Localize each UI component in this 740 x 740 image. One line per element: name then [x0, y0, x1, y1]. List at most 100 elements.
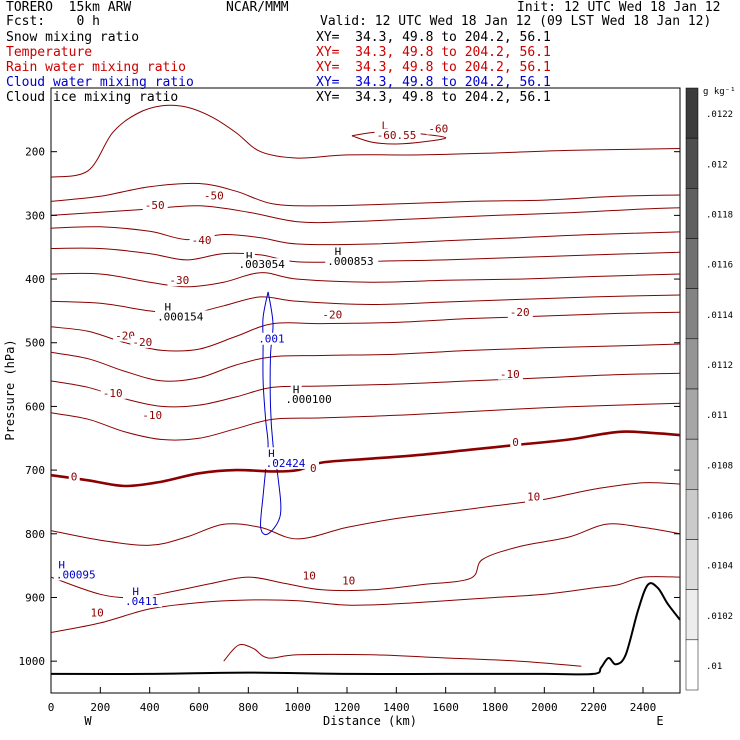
contour-label: -20 [510, 306, 530, 319]
contour-label-bg [130, 335, 156, 348]
x-tick-label: 0 [48, 701, 55, 714]
model-title: TORERO 15km ARW [6, 0, 132, 15]
contour-label: 10 [90, 607, 103, 620]
forecast-hour: Fcst: 0 h [6, 14, 100, 29]
colorbar-segment [685, 338, 699, 390]
colorbar-segment [685, 489, 699, 540]
contour-label: H [293, 384, 300, 397]
colorbar-unit-label: g kg⁻¹ [703, 87, 736, 97]
y-tick-label: 700 [25, 464, 45, 477]
x-tick-label: 1000 [284, 701, 311, 714]
contour-label-bg [374, 128, 421, 141]
colorbar-tick-label: .0114 [706, 311, 733, 321]
contour-label-bg [266, 447, 278, 460]
contour-label-bg [155, 310, 209, 323]
contour-label-bg [56, 558, 68, 571]
contour-label-bg [53, 568, 100, 581]
cloud-water-layer [260, 291, 282, 536]
contour-label-bg [243, 249, 255, 262]
temperature-contour [50, 430, 681, 488]
y-axis-label: Pressure (hPa) [3, 339, 17, 440]
field-xy-snow: XY= 34.3, 49.8 to 204.2, 56.1 [316, 30, 551, 45]
colorbar: .0122 .012 .0118 .0116 .0114 .0112 .011 .0108 .0… [685, 87, 733, 691]
field-name-cloud-ice: Cloud ice mixing ratio [6, 90, 179, 105]
colorbar-segment [685, 639, 699, 691]
contour-label-bg [525, 490, 544, 503]
organization-label: NCAR/MMM [226, 0, 289, 15]
temperature-contour [50, 104, 681, 178]
terrain-layer [50, 582, 681, 676]
contour-label: .0411 [125, 595, 158, 608]
temperature-contour [223, 644, 582, 667]
field-name-rain: Rain water mixing ratio [6, 60, 187, 75]
y-tick-label: 200 [25, 146, 45, 159]
contour-label: -30 [169, 274, 189, 287]
colorbar-segment [685, 438, 699, 490]
contour-label: 0 [512, 436, 519, 449]
contour-label-bg [140, 409, 166, 422]
contour-label-bg [340, 574, 359, 587]
contour-label: -20 [322, 309, 342, 322]
field-xy-temperature: XY= 34.3, 49.8 to 204.2, 56.1 [316, 45, 551, 60]
contour-label-bg [88, 606, 107, 619]
contour-label: H [246, 250, 253, 263]
y-tick-label: 800 [25, 528, 45, 541]
contour-label: H [164, 301, 171, 314]
y-tick-label: 400 [25, 273, 45, 286]
contour-label: -10 [500, 368, 520, 381]
temperature-contour [50, 294, 681, 315]
init-time: Init: 12 UTC Wed 18 Jan 12 [517, 0, 721, 15]
contour-label: .003054 [238, 258, 285, 271]
contour-label: 0 [71, 470, 78, 483]
field-xy-cloud-water: XY= 34.3, 49.8 to 204.2, 56.1 [316, 75, 551, 90]
x-axis-label: Distance (km) [323, 714, 417, 728]
contour-label: -60 [428, 123, 448, 136]
x-tick-label: 200 [90, 701, 110, 714]
cloud-water-contour [260, 291, 282, 536]
colorbar-tick-label: .011 [706, 411, 728, 421]
contour-label-bg [379, 119, 391, 132]
colorbar-tick-label: .0118 [706, 210, 733, 220]
valid-time: Valid: 12 UTC Wed 18 Jan 12 (09 LST Wed … [320, 14, 712, 29]
contour-label-bg [507, 305, 533, 318]
field-name-cloud-water: Cloud water mixing ratio [6, 75, 194, 90]
contour-label-bg [320, 308, 346, 321]
field-xy-cloud-ice: XY= 34.3, 49.8 to 204.2, 56.1 [316, 90, 551, 105]
y-tick-label: 1000 [19, 655, 46, 668]
contour-label: 10 [342, 575, 355, 588]
contour-label-bg [142, 199, 168, 211]
contour-label: -40 [192, 234, 212, 247]
colorbar-segment [685, 188, 699, 239]
contour-label: .001 [258, 333, 285, 346]
contour-label: -20 [115, 330, 135, 343]
field-xy-rain: XY= 34.3, 49.8 to 204.2, 56.1 [316, 60, 551, 75]
contour-label: .000100 [285, 393, 331, 406]
colorbar-tick-label: .0108 [706, 461, 733, 471]
temperature-contour [50, 226, 681, 246]
temperature-contour [50, 523, 681, 599]
contour-label: .000853 [327, 255, 373, 268]
contour-label-bg [130, 585, 142, 598]
temperature-contour [50, 247, 681, 263]
contour-label-bg [325, 255, 379, 268]
contour-label-bg [332, 245, 344, 258]
temperature-contour [50, 182, 681, 207]
colorbar-tick-label: .0116 [706, 261, 733, 271]
contour-label-bg [510, 435, 522, 448]
temperature-contour [50, 272, 681, 288]
contour-label: .000154 [157, 310, 204, 323]
contour-label-bg [256, 332, 289, 345]
contour-label-bg [426, 122, 452, 135]
colorbar-segment [685, 589, 699, 641]
colorbar-segment [685, 137, 699, 189]
x-tick-label: 2200 [580, 701, 607, 714]
x-tick-label: 1800 [482, 701, 509, 714]
contour-label-bg [497, 367, 523, 380]
temperature-contour [50, 372, 681, 408]
contour-label: -10 [103, 387, 123, 400]
contour-labels: L-60.55 -60-50-50-40-30-20-20-20 -20-10-10… [53, 119, 544, 620]
temperature-contour [50, 482, 681, 546]
field-name-temperature: Temperature [6, 45, 93, 60]
contour-label: -60.55 [377, 129, 417, 142]
x-tick-label: 1600 [432, 701, 459, 714]
